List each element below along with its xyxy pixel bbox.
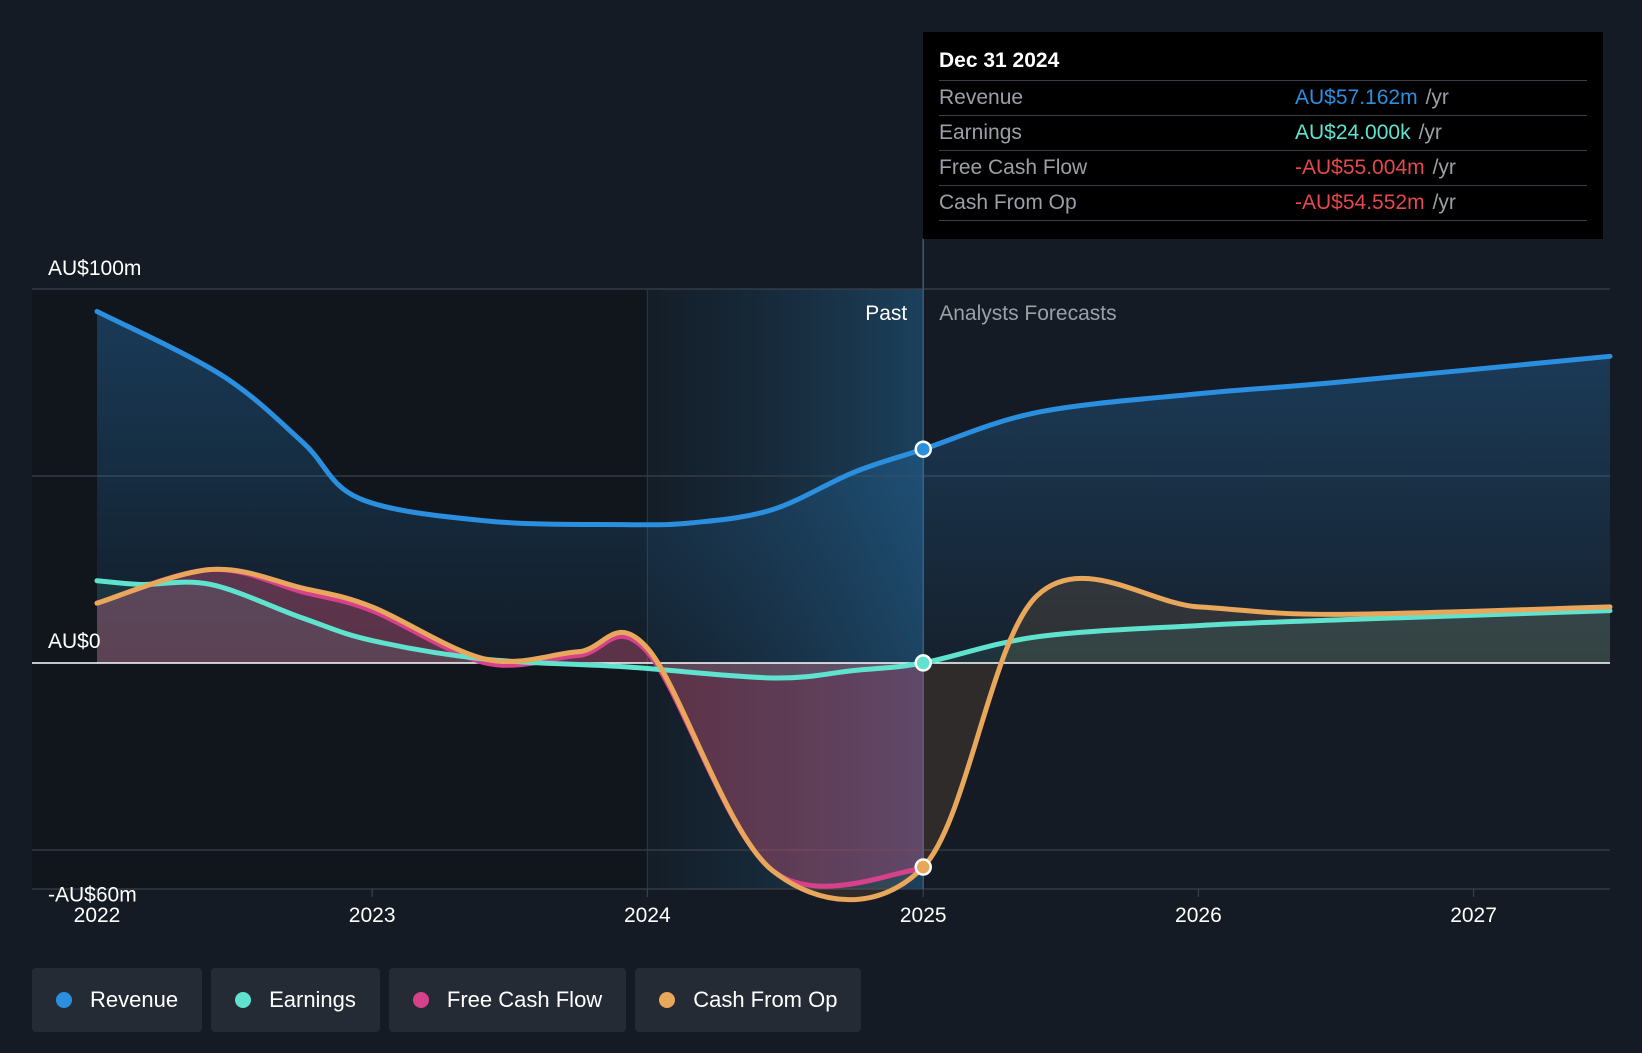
earnings-line xyxy=(94,578,1613,681)
y-axis-label: -AU$60m xyxy=(48,883,137,906)
tooltip-row-free-cash-flow: Free Cash Flow -AU$55.004m /yr xyxy=(939,150,1587,185)
revenue-line xyxy=(94,308,1613,528)
legend-dot-icon xyxy=(412,992,429,1008)
x-tick-label: 2027 xyxy=(1450,904,1497,927)
legend-item-revenue[interactable]: Revenue xyxy=(32,968,203,1032)
tooltip-panel: Dec 31 2024 Revenue AU$57.162m /yr Earni… xyxy=(923,32,1603,239)
earnings-area xyxy=(97,580,1610,679)
legend-dot-icon xyxy=(56,992,72,1008)
revenue-area xyxy=(97,311,1610,663)
tooltip-label: Earnings xyxy=(939,121,1022,144)
tooltip-value: AU$57.162m xyxy=(1295,86,1418,109)
x-tick-label: 2023 xyxy=(349,904,396,927)
tooltip-unit: /yr xyxy=(1425,86,1449,109)
y-axis-label: AU$0 xyxy=(48,630,101,653)
cash-from-op-marker xyxy=(914,858,932,876)
legend-label: Revenue xyxy=(90,987,179,1012)
forecast-label: Analysts Forecasts xyxy=(939,302,1116,325)
tooltip-date: Dec 31 2024 xyxy=(939,49,1060,72)
free-cash-flow-area xyxy=(97,569,924,887)
tooltip-unit: /yr xyxy=(1418,121,1442,144)
x-tick-label: 2024 xyxy=(624,904,671,927)
tooltip-value: -AU$55.004m xyxy=(1295,156,1425,179)
x-tick-label: 2022 xyxy=(74,904,121,927)
tooltip-row-revenue: Revenue AU$57.162m /yr xyxy=(939,80,1587,115)
tooltip-label: Revenue xyxy=(939,86,1024,109)
chart-legend: Revenue Earnings Free Cash Flow Cash Fro… xyxy=(32,968,862,1032)
legend-label: Free Cash Flow xyxy=(446,987,603,1012)
tooltip-unit: /yr xyxy=(1432,156,1456,179)
revenue-marker xyxy=(914,440,932,458)
legend-item-earnings[interactable]: Earnings xyxy=(211,968,380,1032)
tooltip-value: -AU$54.552m xyxy=(1295,191,1425,214)
tooltip-row-cash-from-op: Cash From Op -AU$54.552m /yr xyxy=(939,185,1587,221)
legend-dot-icon xyxy=(235,992,252,1008)
legend-label: Cash From Op xyxy=(693,987,838,1012)
tooltip-unit: /yr xyxy=(1432,191,1456,214)
legend-item-cash-from-op[interactable]: Cash From Op xyxy=(635,968,862,1032)
tooltip-label: Cash From Op xyxy=(939,191,1077,214)
legend-item-free-cash-flow[interactable]: Free Cash Flow xyxy=(388,968,627,1032)
tooltip-label: Free Cash Flow xyxy=(939,156,1088,179)
legend-label: Earnings xyxy=(269,987,356,1012)
legend-dot-icon xyxy=(659,992,676,1008)
earnings-marker xyxy=(914,654,932,672)
tooltip-row-earnings: Earnings AU$24.000k /yr xyxy=(939,115,1587,150)
x-tick-label: 2026 xyxy=(1175,904,1222,927)
x-tick-label: 2025 xyxy=(900,904,947,927)
cash-from-op-area xyxy=(97,569,1610,900)
tooltip-value: AU$24.000k xyxy=(1295,121,1411,144)
cash-from-op-line xyxy=(94,566,1613,903)
past-label: Past xyxy=(865,302,907,325)
y-axis-label: AU$100m xyxy=(48,257,141,280)
